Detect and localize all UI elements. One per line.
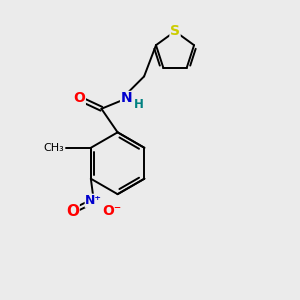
Text: H: H [134, 98, 144, 111]
Text: CH₃: CH₃ [44, 143, 64, 153]
Text: N⁺: N⁺ [85, 194, 102, 207]
Text: S: S [170, 24, 180, 38]
Text: O: O [66, 204, 79, 219]
Text: O: O [74, 92, 85, 106]
Text: O⁻: O⁻ [102, 204, 121, 218]
Text: N: N [121, 92, 132, 106]
